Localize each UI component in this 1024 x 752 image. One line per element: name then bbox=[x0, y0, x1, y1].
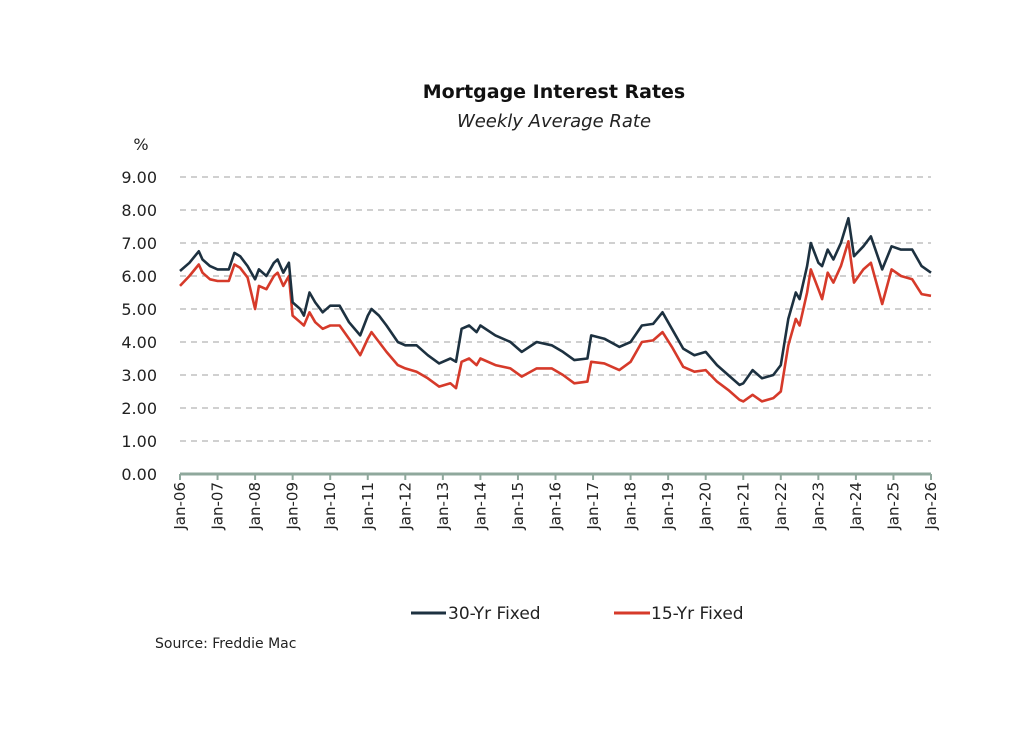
chart-title: Mortgage Interest Rates bbox=[423, 81, 686, 103]
x-tick-label: Jan-11 bbox=[359, 482, 377, 531]
x-tick-label: Jan-19 bbox=[659, 482, 677, 531]
y-tick-label: 1.00 bbox=[121, 432, 157, 451]
x-tick-label: Jan-24 bbox=[847, 482, 865, 531]
y-tick-label: 0.00 bbox=[121, 465, 157, 484]
source-note: Source: Freddie Mac bbox=[155, 636, 296, 652]
x-tick-label: Jan-17 bbox=[584, 482, 602, 531]
legend: 30-Yr Fixed 15-Yr Fixed bbox=[411, 604, 744, 624]
x-tick-label: Jan-08 bbox=[246, 482, 264, 531]
x-tick-label: Jan-18 bbox=[622, 482, 640, 531]
x-tick-label: Jan-25 bbox=[884, 482, 902, 531]
x-tick-label: Jan-21 bbox=[734, 482, 752, 531]
y-tick-label: 5.00 bbox=[121, 300, 157, 319]
x-tick-label: Jan-16 bbox=[547, 482, 565, 531]
y-tick-label: 2.00 bbox=[121, 399, 157, 418]
y-tick-label: 9.00 bbox=[121, 168, 157, 187]
x-tick-label: Jan-14 bbox=[471, 482, 489, 531]
series-line-30yr bbox=[179, 216, 932, 387]
legend-label-15yr: 15-Yr Fixed bbox=[651, 604, 744, 624]
y-tick-label: 7.00 bbox=[121, 234, 157, 253]
y-tick-label: 6.00 bbox=[121, 267, 157, 286]
x-tick-label: Jan-12 bbox=[396, 482, 414, 531]
x-tick-label: Jan-26 bbox=[922, 482, 940, 531]
x-tick-label: Jan-22 bbox=[772, 482, 790, 531]
y-axis-label: % bbox=[133, 135, 148, 154]
y-tick-label: 4.00 bbox=[121, 333, 157, 352]
x-tick-label: Jan-23 bbox=[809, 482, 827, 531]
legend-label-30yr: 30-Yr Fixed bbox=[448, 604, 541, 624]
y-tick-label: 8.00 bbox=[121, 201, 157, 220]
y-tick-label: 3.00 bbox=[121, 366, 157, 385]
x-tick-label: Jan-15 bbox=[509, 482, 527, 531]
x-tick-label: Jan-07 bbox=[209, 482, 227, 531]
x-tick-label: Jan-09 bbox=[284, 482, 302, 531]
series-line-15yr bbox=[179, 240, 932, 403]
x-tick-label: Jan-10 bbox=[321, 482, 339, 531]
chart-subtitle: Weekly Average Rate bbox=[457, 111, 651, 132]
x-tick-label: Jan-06 bbox=[171, 482, 189, 531]
x-tick-label: Jan-13 bbox=[434, 482, 452, 531]
x-tick-label: Jan-20 bbox=[697, 482, 715, 531]
